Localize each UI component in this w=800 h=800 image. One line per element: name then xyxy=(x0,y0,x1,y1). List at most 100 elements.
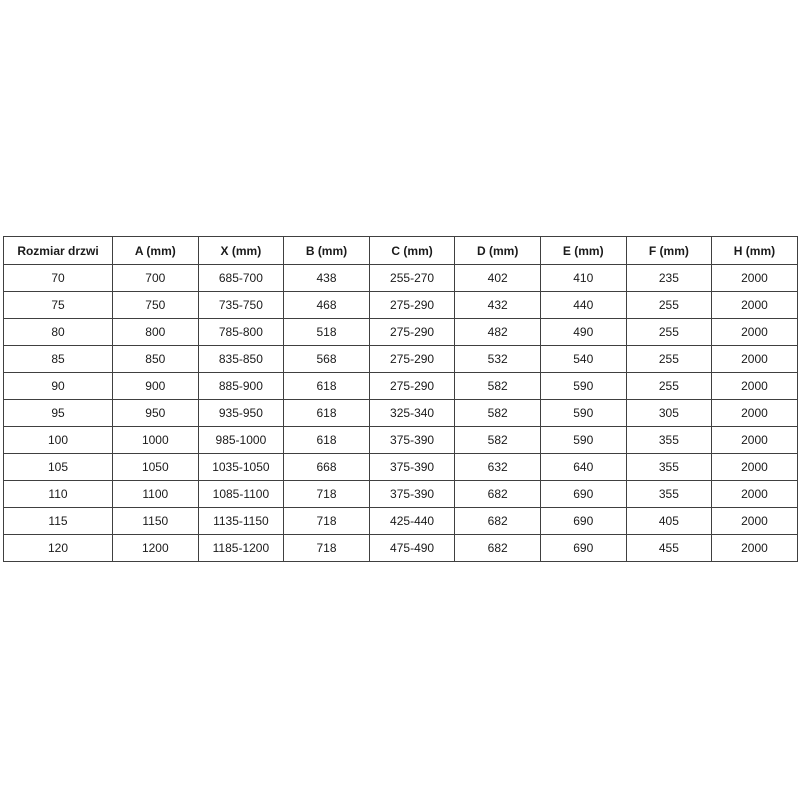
table-body: 70 700 685-700 438 255-270 402 410 235 2000 75 750… xyxy=(3,264,798,562)
table-cell: 1150 xyxy=(112,507,199,535)
column-header-d: D (mm) xyxy=(454,236,541,265)
table-cell: 375-390 xyxy=(368,426,456,454)
table-cell: 255 xyxy=(625,372,713,400)
column-header-c: C (mm) xyxy=(368,236,456,265)
table-cell: 2000 xyxy=(711,318,798,346)
table-cell: 850 xyxy=(112,345,199,373)
table-cell: 482 xyxy=(454,318,541,346)
table-cell: 682 xyxy=(454,507,541,535)
table-row: 100 1000 985-1000 618 375-390 582 590 355 2000 xyxy=(3,426,798,454)
table-cell: 618 xyxy=(283,399,370,427)
table-cell: 1200 xyxy=(112,534,199,562)
row-size-cell: 115 xyxy=(3,507,113,535)
table-cell: 640 xyxy=(539,453,627,481)
table-row: 85 850 835-850 568 275-290 532 540 255 2000 xyxy=(3,345,798,373)
table-cell: 718 xyxy=(283,507,370,535)
table-cell: 440 xyxy=(539,291,627,319)
table-cell: 490 xyxy=(539,318,627,346)
table-cell: 1050 xyxy=(112,453,199,481)
table-cell: 682 xyxy=(454,480,541,508)
table-cell: 425-440 xyxy=(368,507,456,535)
row-size-cell: 70 xyxy=(3,264,113,292)
column-header-a: A (mm) xyxy=(112,236,199,265)
table-cell: 590 xyxy=(539,372,627,400)
table-cell: 255 xyxy=(625,318,713,346)
table-cell: 355 xyxy=(625,480,713,508)
table-cell: 685-700 xyxy=(197,264,285,292)
row-size-cell: 120 xyxy=(3,534,113,562)
column-header-h: H (mm) xyxy=(711,236,798,265)
table-cell: 455 xyxy=(625,534,713,562)
table-row: 90 900 885-900 618 275-290 582 590 255 2000 xyxy=(3,372,798,400)
table-cell: 235 xyxy=(625,264,713,292)
table-cell: 1135-1150 xyxy=(197,507,285,535)
table-cell: 885-900 xyxy=(197,372,285,400)
table-cell: 985-1000 xyxy=(197,426,285,454)
row-size-cell: 110 xyxy=(3,480,113,508)
table-cell: 518 xyxy=(283,318,370,346)
table-cell: 2000 xyxy=(711,291,798,319)
row-size-cell: 95 xyxy=(3,399,113,427)
table-cell: 2000 xyxy=(711,534,798,562)
table-cell: 632 xyxy=(454,453,541,481)
table-cell: 582 xyxy=(454,426,541,454)
table-cell: 1100 xyxy=(112,480,199,508)
table-cell: 835-850 xyxy=(197,345,285,373)
table-cell: 275-290 xyxy=(368,318,456,346)
row-size-cell: 100 xyxy=(3,426,113,454)
table-cell: 540 xyxy=(539,345,627,373)
table-cell: 375-390 xyxy=(368,453,456,481)
table-cell: 255 xyxy=(625,291,713,319)
table-cell: 410 xyxy=(539,264,627,292)
table-cell: 405 xyxy=(625,507,713,535)
table-cell: 468 xyxy=(283,291,370,319)
table-cell: 402 xyxy=(454,264,541,292)
table-cell: 275-290 xyxy=(368,372,456,400)
table-cell: 668 xyxy=(283,453,370,481)
table-cell: 438 xyxy=(283,264,370,292)
door-size-table: Rozmiar drzwi A (mm) X (mm) B (mm) C (mm) D (… xyxy=(3,236,798,562)
table-row: 120 1200 1185-1200 718 475-490 682 690 455 2000 xyxy=(3,534,798,562)
column-header-b: B (mm) xyxy=(283,236,370,265)
row-size-cell: 80 xyxy=(3,318,113,346)
table-row: 110 1100 1085-1100 718 375-390 682 690 355 2000 xyxy=(3,480,798,508)
table-cell: 355 xyxy=(625,453,713,481)
table-cell: 1185-1200 xyxy=(197,534,285,562)
table-cell: 532 xyxy=(454,345,541,373)
table-cell: 2000 xyxy=(711,372,798,400)
table-cell: 935-950 xyxy=(197,399,285,427)
table-cell: 718 xyxy=(283,480,370,508)
table-cell: 690 xyxy=(539,480,627,508)
table-cell: 590 xyxy=(539,399,627,427)
table-cell: 2000 xyxy=(711,264,798,292)
table-cell: 2000 xyxy=(711,426,798,454)
table-cell: 1085-1100 xyxy=(197,480,285,508)
table-cell: 735-750 xyxy=(197,291,285,319)
table-cell: 718 xyxy=(283,534,370,562)
table-cell: 590 xyxy=(539,426,627,454)
table-row: 115 1150 1135-1150 718 425-440 682 690 405 2000 xyxy=(3,507,798,535)
table-cell: 1035-1050 xyxy=(197,453,285,481)
table-cell: 950 xyxy=(112,399,199,427)
table-cell: 275-290 xyxy=(368,345,456,373)
table-cell: 682 xyxy=(454,534,541,562)
column-header-f: F (mm) xyxy=(625,236,713,265)
table-cell: 618 xyxy=(283,372,370,400)
table-cell: 255 xyxy=(625,345,713,373)
table-row: 80 800 785-800 518 275-290 482 490 255 2000 xyxy=(3,318,798,346)
table-cell: 1000 xyxy=(112,426,199,454)
row-size-cell: 75 xyxy=(3,291,113,319)
table-cell: 568 xyxy=(283,345,370,373)
column-header-rozmiar-drzwi: Rozmiar drzwi xyxy=(3,236,113,265)
row-size-cell: 85 xyxy=(3,345,113,373)
table-cell: 2000 xyxy=(711,399,798,427)
table-cell: 800 xyxy=(112,318,199,346)
table-row: 70 700 685-700 438 255-270 402 410 235 2000 xyxy=(3,264,798,292)
table-cell: 375-390 xyxy=(368,480,456,508)
table-cell: 355 xyxy=(625,426,713,454)
table-cell: 275-290 xyxy=(368,291,456,319)
table-cell: 582 xyxy=(454,399,541,427)
table-cell: 475-490 xyxy=(368,534,456,562)
table-row: 95 950 935-950 618 325-340 582 590 305 2000 xyxy=(3,399,798,427)
table-cell: 2000 xyxy=(711,453,798,481)
